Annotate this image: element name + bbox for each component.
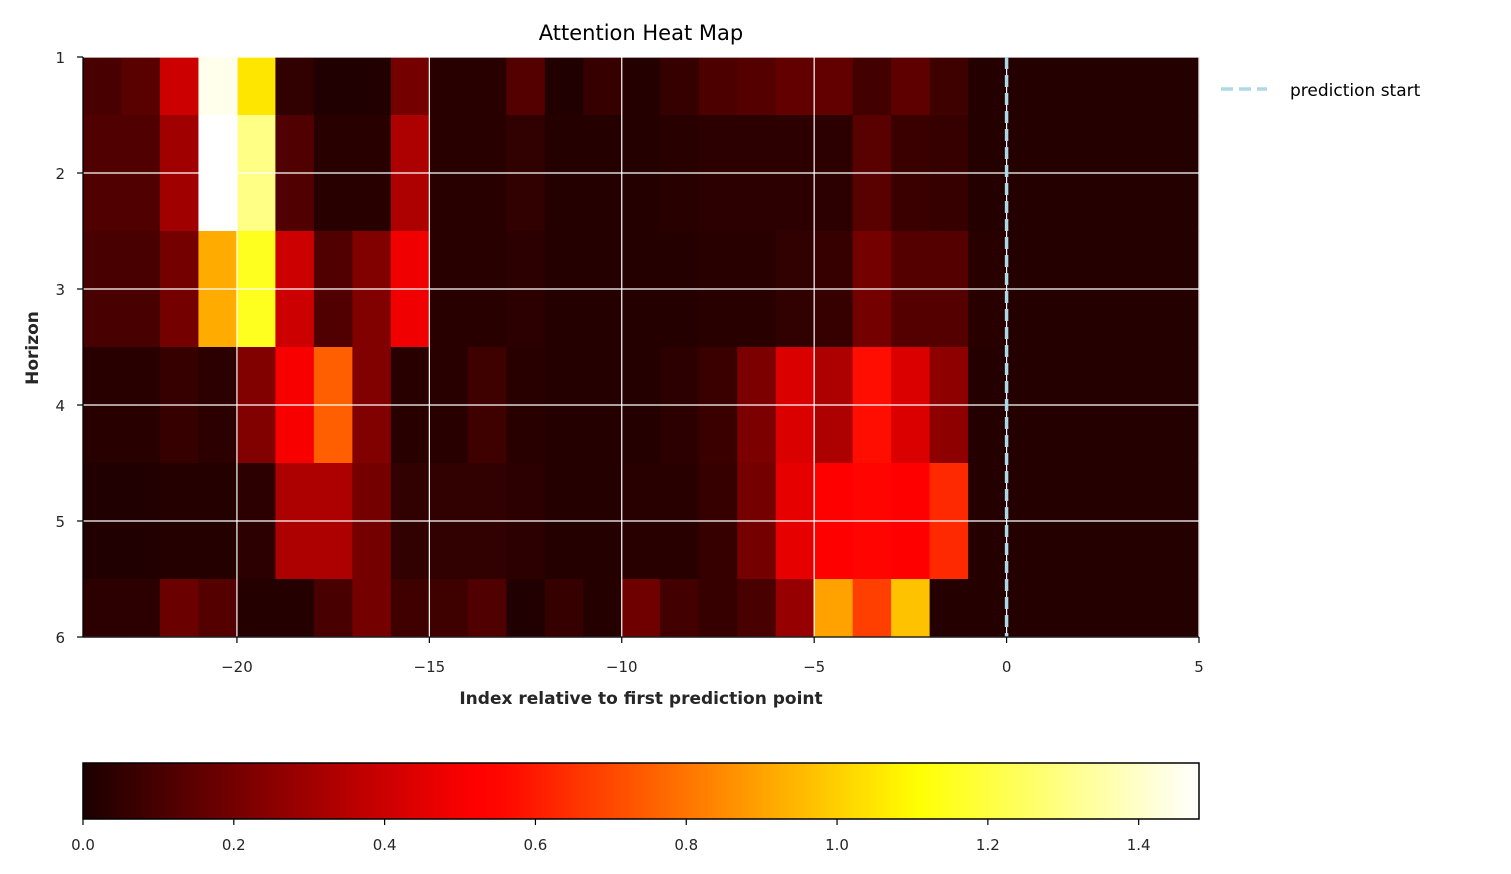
heatmap-cell bbox=[1006, 579, 1046, 638]
heatmap-cell bbox=[313, 579, 353, 638]
x-tick-label: 0 bbox=[1002, 658, 1012, 676]
heatmap-cell bbox=[506, 57, 546, 116]
heatmap-cells bbox=[83, 57, 1200, 638]
heatmap-cell bbox=[968, 57, 1008, 116]
heatmap-cell bbox=[1083, 579, 1123, 638]
colorbar-tick-label: 1.4 bbox=[1127, 836, 1151, 854]
colorbar: 0.0 0.2 0.4 0.6 0.8 1.0 1.2 1.4 bbox=[71, 762, 1200, 854]
heatmap-cell bbox=[159, 57, 200, 116]
heatmap-cell bbox=[313, 57, 353, 116]
heatmap-cell bbox=[121, 579, 161, 638]
heatmap-cell bbox=[390, 57, 430, 116]
heatmap-cell bbox=[1045, 57, 1085, 116]
colorbar-tick-label: 0.8 bbox=[674, 836, 698, 854]
colorbar-gradient bbox=[82, 762, 1200, 820]
axes: −20 −15 −10 −5 0 5 1 2 3 4 5 6 bbox=[55, 49, 1203, 676]
heatmap-cell bbox=[83, 57, 123, 116]
y-tick-label: 2 bbox=[55, 165, 65, 183]
heatmap-cell bbox=[583, 57, 623, 116]
heatmap-cell bbox=[852, 579, 892, 638]
y-tick-label: 4 bbox=[55, 397, 65, 415]
colorbar-tick-label: 0.2 bbox=[222, 836, 246, 854]
heatmap-cell bbox=[852, 57, 892, 116]
heatmap-cell bbox=[737, 57, 777, 116]
heatmap-cell bbox=[275, 57, 315, 116]
y-tick-label: 6 bbox=[55, 629, 65, 647]
heatmap-cell bbox=[775, 57, 815, 116]
colorbar-tick-label: 0.4 bbox=[373, 836, 397, 854]
heatmap-cell bbox=[275, 579, 315, 638]
heatmap-cell bbox=[467, 579, 507, 638]
heatmap-cell bbox=[390, 579, 430, 638]
heatmap-cell bbox=[198, 579, 238, 638]
colorbar-tick-label: 1.0 bbox=[825, 836, 849, 854]
y-axis-label: Horizon bbox=[23, 311, 43, 385]
heatmap-cell bbox=[775, 579, 815, 638]
heatmap-cell bbox=[121, 57, 161, 116]
heatmap-cell bbox=[737, 579, 777, 638]
y-tick-label: 1 bbox=[55, 49, 65, 67]
colorbar-tick-label: 1.2 bbox=[976, 836, 1000, 854]
heatmap-cell bbox=[236, 57, 277, 116]
heatmap-cell bbox=[352, 57, 392, 116]
heatmap-cell bbox=[929, 579, 969, 638]
x-tick-label: −5 bbox=[803, 658, 825, 676]
legend: prediction start bbox=[1221, 81, 1421, 101]
heatmap-cell bbox=[544, 57, 584, 116]
heatmap-cell bbox=[583, 579, 623, 638]
x-axis-label: Index relative to first prediction point bbox=[459, 689, 822, 709]
heatmap-cell bbox=[698, 57, 738, 116]
heatmap-cell bbox=[1045, 579, 1085, 638]
x-tick-label: 5 bbox=[1194, 658, 1204, 676]
chart-title: Attention Heat Map bbox=[539, 21, 743, 45]
heatmap-cell bbox=[660, 57, 700, 116]
heatmap-cell bbox=[467, 57, 507, 116]
x-tick-label: −20 bbox=[221, 658, 253, 676]
heatmap-cell bbox=[1160, 579, 1200, 638]
heatmap-cell bbox=[1122, 579, 1162, 638]
heatmap-cell bbox=[1006, 57, 1046, 116]
heatmap-cell bbox=[660, 579, 700, 638]
heatmap-cell bbox=[814, 57, 854, 116]
heatmap-cell bbox=[506, 579, 546, 638]
heatmap-cell bbox=[236, 579, 277, 638]
y-tick-label: 5 bbox=[55, 513, 65, 531]
heatmap-cell bbox=[429, 57, 469, 116]
heatmap-cell bbox=[698, 579, 738, 638]
heatmap-cell bbox=[429, 579, 469, 638]
heatmap-cell bbox=[891, 579, 931, 638]
x-tick-label: −10 bbox=[606, 658, 638, 676]
legend-label: prediction start bbox=[1290, 81, 1421, 101]
heatmap-cell bbox=[891, 57, 931, 116]
heatmap-cell bbox=[1160, 57, 1200, 116]
heatmap-cell bbox=[621, 57, 661, 116]
heatmap-cell bbox=[968, 579, 1008, 638]
colorbar-tick-label: 0.0 bbox=[71, 836, 95, 854]
heatmap-cell bbox=[1083, 57, 1123, 116]
heatmap-cell bbox=[159, 579, 200, 638]
heatmap-cell bbox=[544, 579, 584, 638]
heatmap-cell bbox=[929, 57, 969, 116]
heatmap-cell bbox=[814, 579, 854, 638]
heatmap-cell bbox=[1122, 57, 1162, 116]
heatmap-cell bbox=[198, 57, 238, 116]
heatmap-cell bbox=[83, 579, 123, 638]
y-tick-label: 3 bbox=[55, 281, 65, 299]
x-tick-label: −15 bbox=[414, 658, 446, 676]
heatmap-cell bbox=[621, 579, 661, 638]
heatmap-cell bbox=[352, 579, 392, 638]
colorbar-tick-label: 0.6 bbox=[524, 836, 548, 854]
